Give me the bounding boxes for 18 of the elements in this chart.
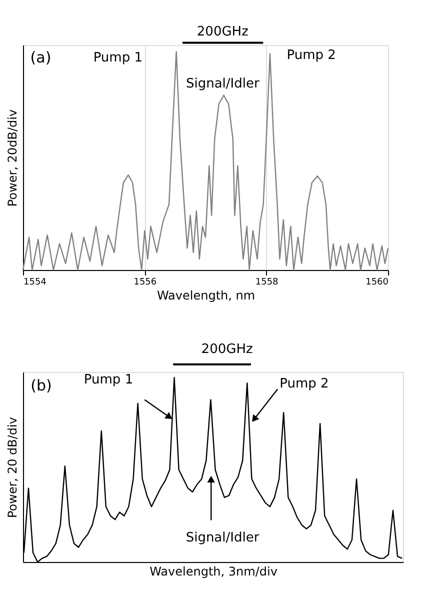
x-tick-label: 1556 (134, 278, 157, 288)
annotation: Signal/Idler (186, 76, 260, 92)
y-axis-title: Power, 20dB/div (6, 109, 20, 207)
annotation: Signal/Idler (186, 530, 260, 546)
text: 200GHz (201, 342, 253, 358)
x-axis-title: Wavelength, nm (156, 288, 256, 302)
x-tick-label: 1560 (366, 278, 389, 288)
x-tick-label: 1558 (255, 278, 279, 288)
annotation: (a) (30, 48, 52, 67)
annotation: Pump 2 (280, 376, 329, 392)
annotation: (b) (30, 376, 52, 394)
annotation: Pump 1 (93, 50, 142, 66)
annotation: Pump 2 (286, 48, 336, 64)
x-tick-label: 1554 (24, 278, 47, 288)
y-axis-title: Power, 20 dB/div (6, 417, 20, 518)
text: 200GHz (196, 24, 249, 40)
x-axis-title: Wavelength, 3nm/div (150, 564, 278, 578)
annotation: Pump 1 (84, 372, 134, 388)
